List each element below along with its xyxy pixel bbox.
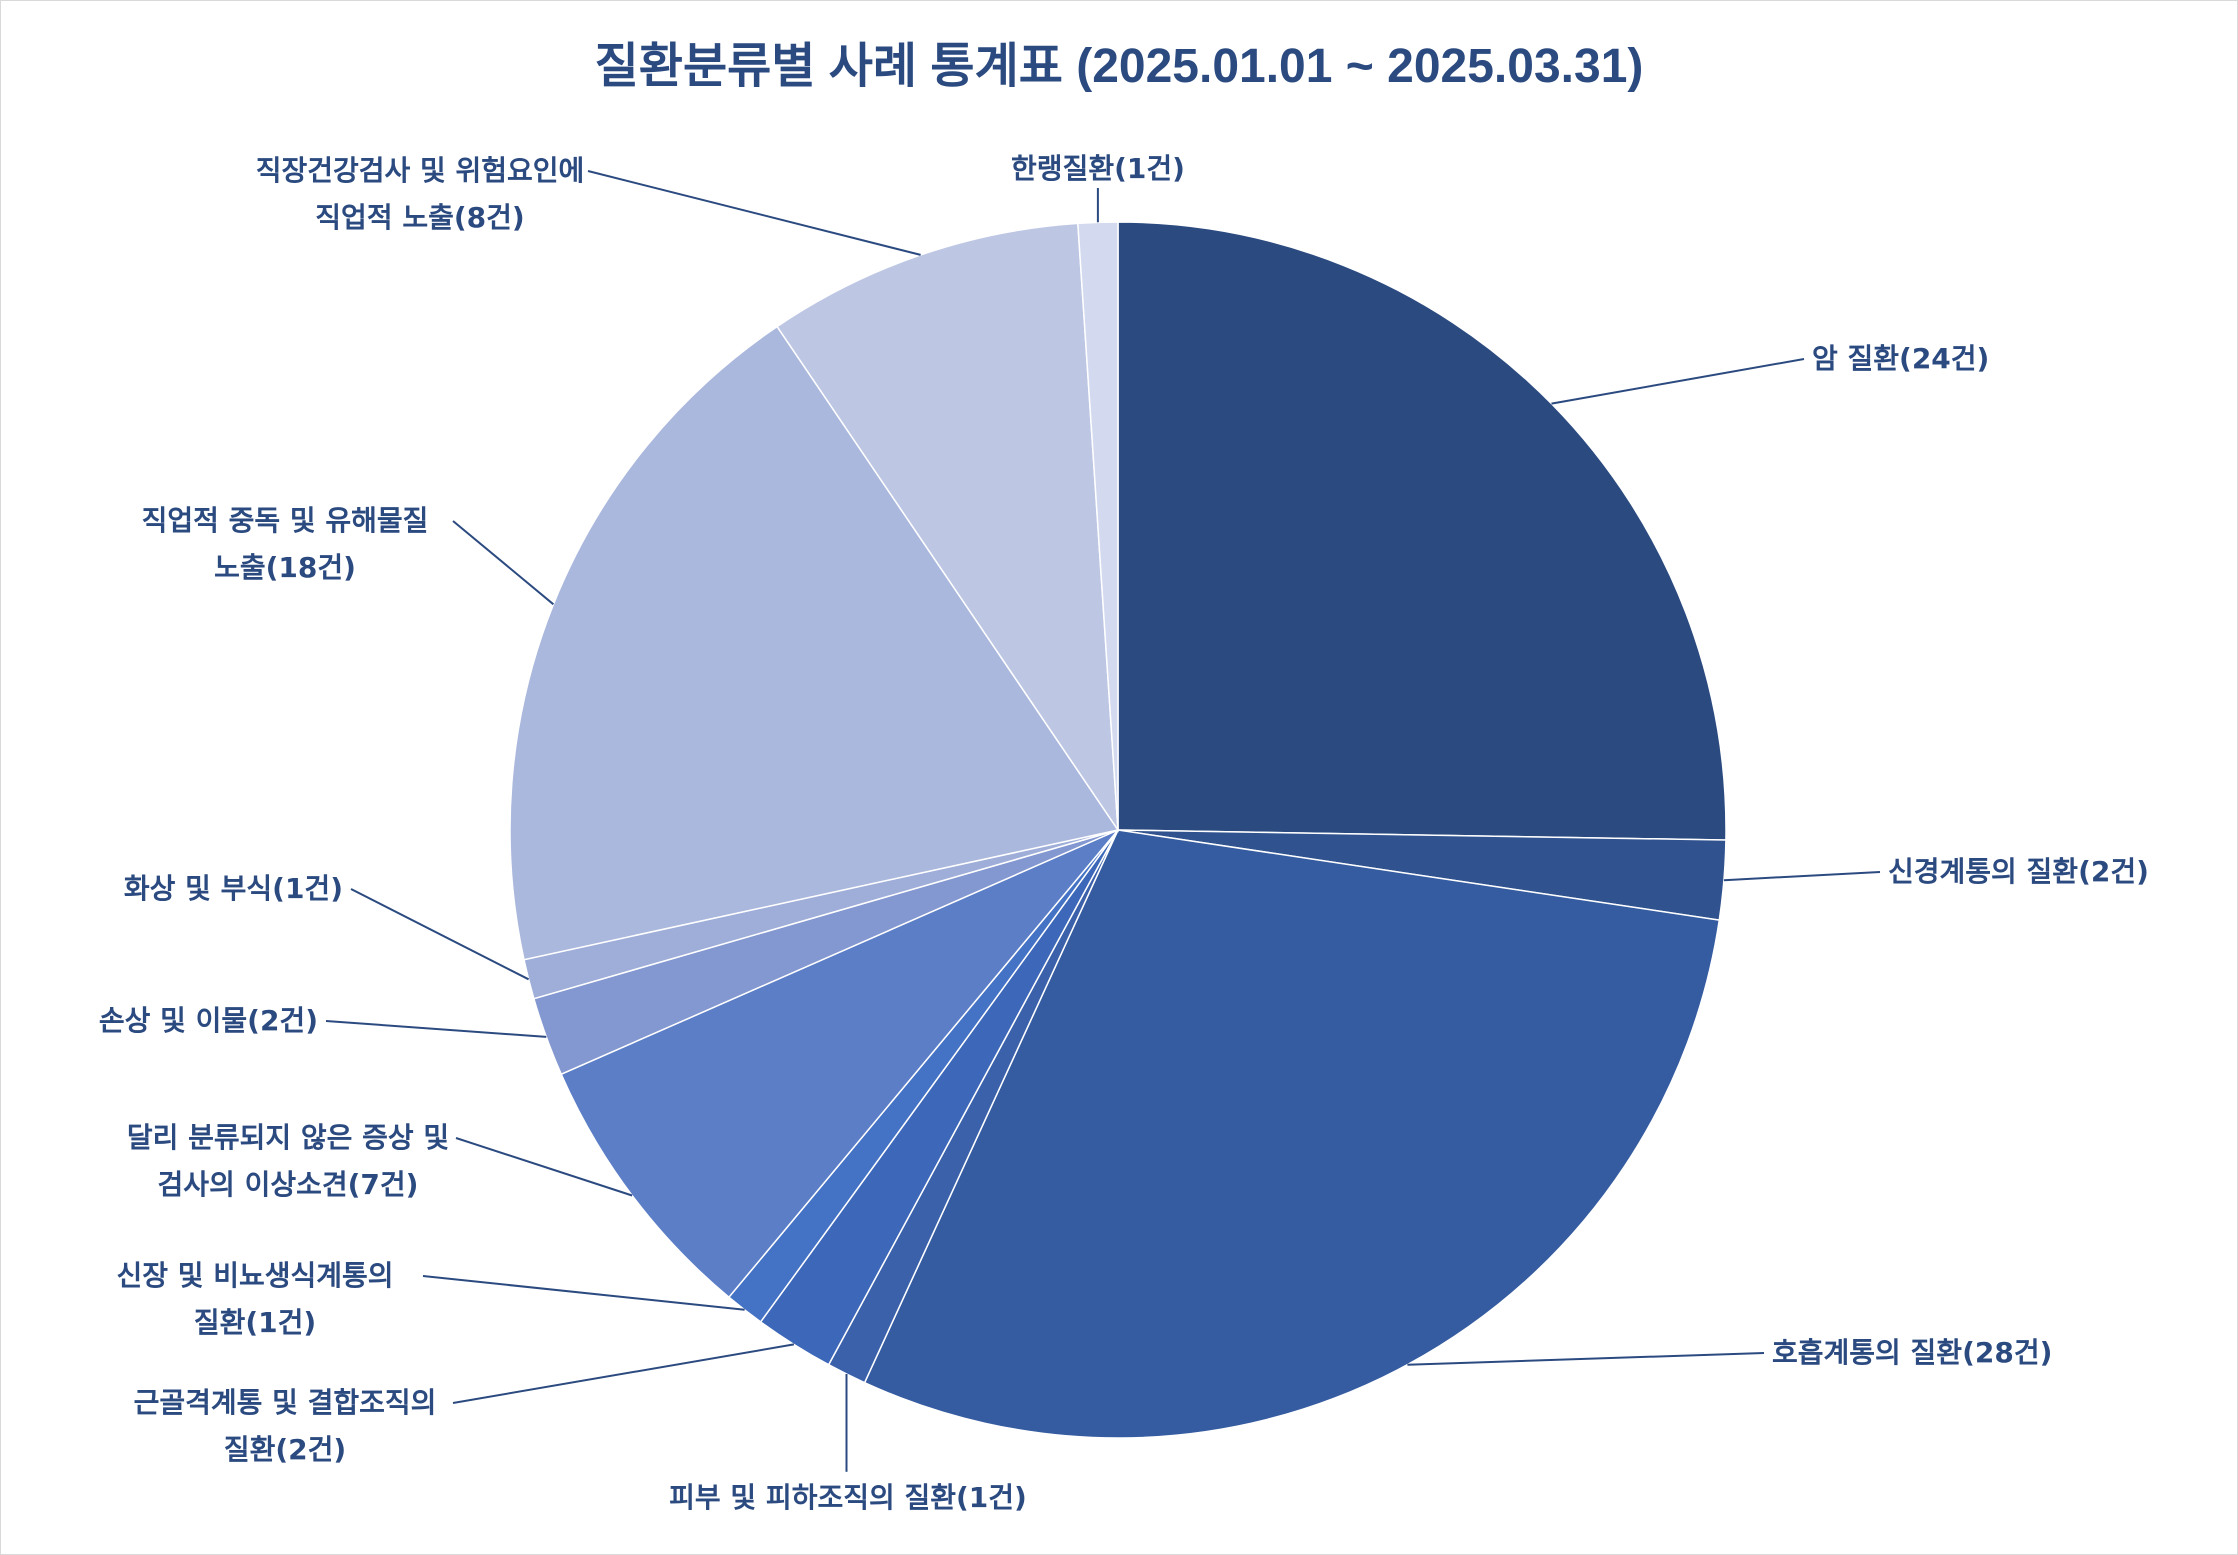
slice-label-line: 질환(1건) bbox=[194, 1306, 316, 1339]
leader-line bbox=[325, 1020, 547, 1038]
slice-label-line: 근골격계통 및 결합조직의 bbox=[134, 1386, 437, 1419]
leader-line bbox=[587, 170, 921, 256]
leader-line bbox=[452, 1343, 795, 1404]
slice-label-line: 직업적 중독 및 유해물질 bbox=[142, 504, 429, 537]
slice-label-line: 질환(2건) bbox=[224, 1433, 346, 1466]
pie-slice bbox=[1117, 221, 1727, 841]
slice-label-line: 신경계통의 질환(2건) bbox=[1888, 855, 2149, 888]
slice-label-line: 노출(18건) bbox=[214, 551, 356, 584]
slice-label-line: 피부 및 피하조직의 질환(1건) bbox=[669, 1481, 1027, 1514]
chart-title: 질환분류별 사례 통계표 (2025.01.01 ~ 2025.03.31) bbox=[595, 40, 1644, 93]
slice-label-line: 직업적 노출(8건) bbox=[315, 201, 524, 234]
slice-label: 신경계통의 질환(2건) bbox=[1888, 855, 2149, 888]
slice-label: 손상 및 이물(2건) bbox=[99, 1004, 318, 1037]
slice-label-line: 신장 및 비뇨생식계통의 bbox=[116, 1259, 393, 1292]
pie-slice bbox=[1077, 221, 1119, 831]
slice-labels: 암 질환(24건) 신경계통의 질환(2건) 호흡계통의 질환(28건) 피부 및 피… bbox=[99, 152, 2149, 1514]
slice-label: 피부 및 피하조직의 질환(1건) bbox=[669, 1481, 1027, 1514]
leader-line bbox=[1551, 358, 1805, 405]
leader-line bbox=[1723, 871, 1881, 882]
slice-label-line: 달리 분류되지 않은 증상 및 bbox=[127, 1121, 449, 1154]
pie-slice bbox=[509, 325, 1120, 961]
pie-slice bbox=[863, 829, 1721, 1439]
slice-label-line: 한랭질환(1건) bbox=[1011, 152, 1185, 185]
slice-label: 한랭질환(1건) bbox=[1011, 152, 1185, 185]
slice-label: 암 질환(24건) bbox=[1812, 342, 1989, 375]
slice-label: 화상 및 부식(1건) bbox=[124, 872, 343, 905]
slice-label-line: 손상 및 이물(2건) bbox=[99, 1004, 318, 1037]
slice-label-line: 화상 및 부식(1건) bbox=[124, 872, 343, 905]
slice-label-line: 직장건강검사 및 위험요인에 bbox=[256, 154, 585, 187]
slice-label: 호흡계통의 질환(28건) bbox=[1772, 1336, 2052, 1369]
pie-slices bbox=[509, 221, 1727, 1439]
leader-lines bbox=[325, 170, 1881, 1472]
leader-line bbox=[350, 888, 530, 981]
slice-label-line: 호흡계통의 질환(28건) bbox=[1772, 1336, 2052, 1369]
leader-line bbox=[1407, 1352, 1765, 1366]
leader-line bbox=[455, 1137, 633, 1197]
slice-label-line: 암 질환(24건) bbox=[1812, 342, 1989, 375]
slice-label-line: 검사의 이상소견(7건) bbox=[158, 1168, 419, 1201]
leader-line bbox=[452, 520, 555, 606]
leader-line bbox=[422, 1275, 745, 1311]
